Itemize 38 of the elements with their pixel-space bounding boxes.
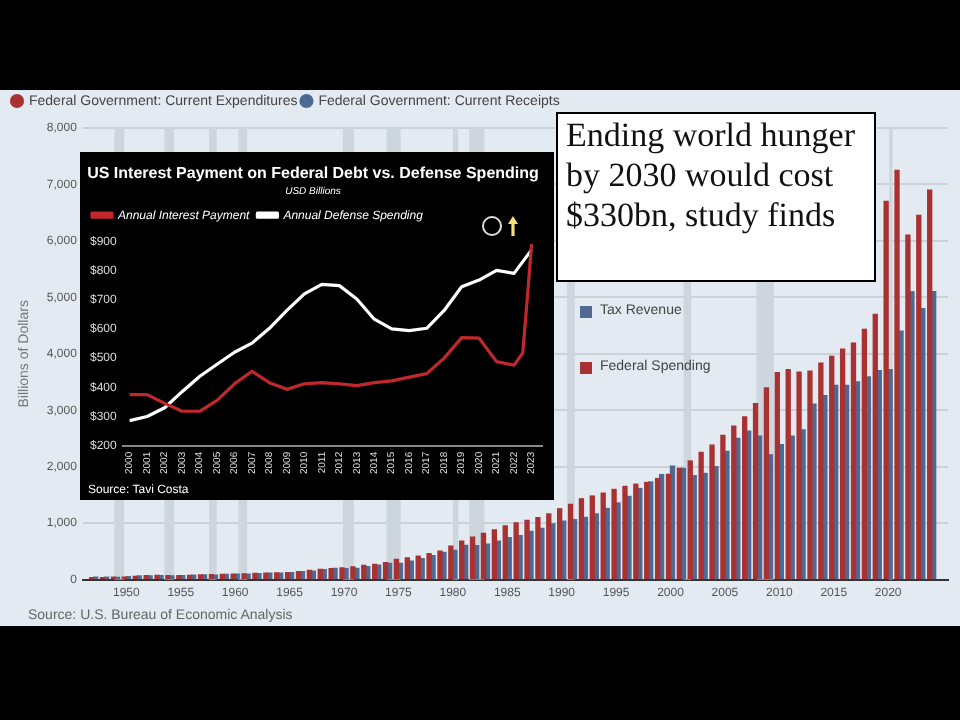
bar <box>491 529 498 580</box>
bar <box>861 328 868 580</box>
bar <box>752 402 759 580</box>
bar <box>469 536 476 580</box>
bar <box>742 416 748 580</box>
bar <box>818 362 824 580</box>
bar <box>578 498 585 580</box>
bar <box>535 517 541 580</box>
bar <box>807 370 813 580</box>
chart-title: US Interest Payment on Federal Debt vs. Defense Spending <box>87 164 540 183</box>
bar <box>589 495 595 580</box>
bar <box>665 473 672 580</box>
bar <box>513 522 519 580</box>
bar <box>687 460 693 580</box>
bar <box>698 451 704 580</box>
bar <box>502 525 508 580</box>
bar <box>872 313 878 580</box>
bar <box>546 513 552 580</box>
bar <box>839 348 846 580</box>
bar <box>600 492 606 580</box>
bar <box>720 434 726 580</box>
bar <box>829 355 835 580</box>
bar <box>622 485 628 580</box>
bar <box>916 214 922 580</box>
bar <box>731 425 737 580</box>
bar <box>611 488 617 580</box>
text: Ending world hunger by 2030 would cost $330bn, study finds <box>566 116 855 234</box>
bar <box>905 234 911 580</box>
bar <box>557 508 563 580</box>
bar <box>709 444 715 580</box>
bar <box>567 503 574 580</box>
bar <box>524 519 530 580</box>
bar <box>763 387 770 580</box>
bar <box>480 532 487 580</box>
bar <box>785 368 791 580</box>
bar <box>850 342 857 580</box>
bar <box>927 189 933 580</box>
bar <box>796 371 802 580</box>
